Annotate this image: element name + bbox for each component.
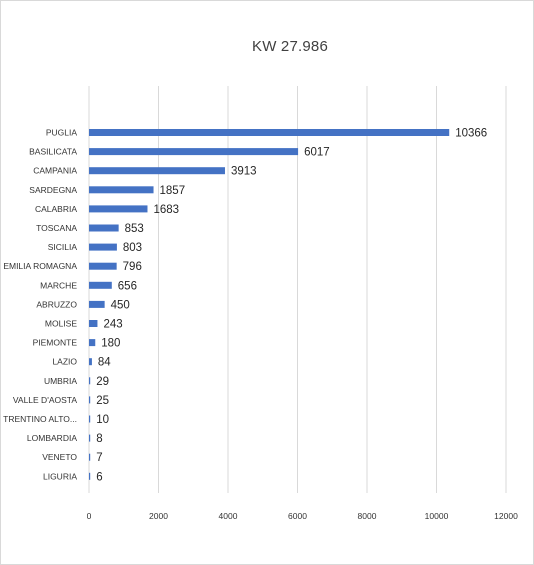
data-label: 25 [96,395,109,407]
data-label: 243 [103,319,122,331]
category-label: MOLISE [45,319,77,329]
bar [89,205,148,213]
bar [89,396,91,404]
bar [89,262,117,270]
x-tick-label: 2000 [149,511,168,521]
category-label: VALLE D'AOSTA [13,395,77,405]
data-label: 7 [96,452,102,464]
data-label: 10366 [455,128,487,140]
x-tick-label: 10000 [425,511,449,521]
category-label: SARDEGNA [29,185,77,195]
bar [89,453,91,461]
x-tick-label: 8000 [358,511,377,521]
category-label: LAZIO [52,357,77,367]
data-label: 3913 [231,166,257,178]
category-label: MARCHE [40,280,77,290]
category-label: EMILIA ROMAGNA [3,261,77,271]
bar [89,300,105,308]
bar [89,186,154,194]
data-label: 84 [98,357,111,369]
category-label: LOMBARDIA [27,433,77,443]
bar [89,339,96,347]
bar [89,358,92,366]
chart-title: KW 27.986 [251,38,328,55]
category-label: ABRUZZO [36,299,77,309]
data-label: 10 [96,414,109,426]
data-label: 450 [111,299,130,311]
category-label: SICILIA [48,242,78,252]
bar [89,415,91,423]
bar [89,167,225,175]
data-label: 6017 [304,147,330,159]
x-tick-label: 6000 [288,511,307,521]
category-label: PUGLIA [46,128,78,138]
data-label: 1683 [153,204,179,216]
x-tick-label: 0 [87,511,92,521]
data-label: 656 [118,280,137,292]
data-label: 803 [123,242,142,254]
bar [89,320,98,327]
bar [89,224,119,232]
data-label: 853 [125,223,144,235]
data-label: 6 [96,471,102,483]
category-label: LIGURIA [43,471,77,481]
bar [89,281,112,289]
bar [89,148,299,156]
data-label: 180 [101,338,120,350]
category-label: VENETO [42,452,77,462]
x-tick-label: 4000 [219,511,238,521]
bar [89,472,91,480]
data-label: 796 [123,261,142,273]
bar [89,377,91,385]
category-label: TRENTINO ALTO... [3,414,77,424]
category-label: PIEMONTE [33,338,78,348]
data-label: 1857 [160,185,186,197]
category-label: BASILICATA [29,147,77,157]
category-label: CALABRIA [35,204,77,214]
x-tick-label: 12000 [494,511,518,521]
bar [89,434,91,442]
data-label: 29 [96,376,109,388]
category-label: CAMPANIA [33,166,77,176]
bar [89,243,117,251]
bar [89,129,450,136]
category-label: TOSCANA [36,223,77,233]
data-label: 8 [96,433,102,445]
category-label: UMBRIA [44,376,77,386]
